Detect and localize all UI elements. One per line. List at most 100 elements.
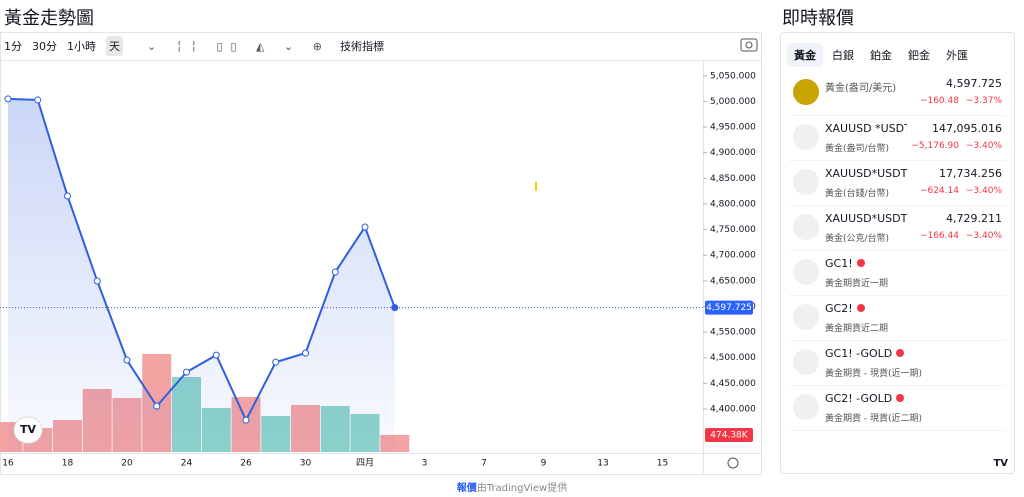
quote-row[interactable]: XAUUSD*USDTWD 黃金(台錢/台幣) 17,734.256 −624.14 …: [789, 161, 1006, 206]
quote-change: −5,176.90: [911, 141, 959, 151]
quote-sub: 黃金期貨近二期: [825, 324, 889, 334]
quote-pct: −3.40%: [965, 141, 1002, 151]
quote-row[interactable]: GC2! -GOLD 黃金期貨 - 現貨(近二期): [789, 386, 1006, 431]
tool-icons[interactable]: ⌄ ╎╎ ▯▯ ◭ ⌄ ⊕: [147, 39, 330, 53]
quote-pct: −3.40%: [965, 186, 1002, 196]
x-tick-label: 9: [541, 459, 547, 469]
quote-sub: 黃金期貨 - 現貨(近一期): [825, 369, 922, 379]
info-dot: [856, 304, 865, 312]
quote-change-wrap: −160.48 −3.37%: [920, 96, 1002, 106]
x-tick-label: 24: [181, 459, 193, 469]
quote-name: 黃金(盎司/美元): [825, 83, 897, 94]
quote-name: XAUUSD *USDTW: [825, 122, 907, 135]
point: [361, 223, 369, 231]
y-tick-label: 4,400.000: [710, 404, 756, 414]
quote-name: GC2! -GOLD: [825, 392, 905, 405]
y-tick-label: 4,750.000: [710, 225, 756, 235]
settings-icon[interactable]: [727, 457, 739, 469]
point: [331, 268, 339, 276]
footer: 報價由TradingView提供: [0, 479, 1024, 494]
quote-icon: [793, 214, 819, 240]
point: [242, 416, 250, 424]
volume-label: 474.38K: [710, 430, 748, 440]
point: [212, 351, 220, 359]
volume-label-box: [705, 427, 753, 442]
tab[interactable]: 外匯: [946, 49, 968, 62]
quote-change-wrap: −166.44 −3.40%: [920, 231, 1002, 241]
interval-button[interactable]: 1分: [4, 40, 22, 53]
quote-sub: 黃金(台錢/台幣): [825, 189, 890, 199]
tab[interactable]: 黃金: [787, 43, 823, 67]
quote-name: XAUUSD*USDTWD: [825, 167, 907, 180]
quote-row[interactable]: GC1! 黃金期貨近一期: [789, 251, 1006, 296]
chart-frame: [0, 32, 762, 475]
quote-change: −624.14: [919, 186, 959, 196]
quote-pct: −3.40%: [965, 231, 1002, 241]
tab[interactable]: 白銀: [832, 49, 854, 62]
y-tick-label: 4,950.000: [710, 123, 756, 133]
marker: [535, 182, 537, 191]
price-label: 4,597.725: [706, 303, 752, 313]
quote-row[interactable]: GC2! 黃金期貨近二期: [789, 296, 1006, 341]
quote-price: 17,734.256: [939, 167, 1002, 180]
tv-logo: TV: [993, 458, 1008, 469]
x-tick-label: 7: [481, 459, 487, 469]
x-tick-label: 16: [2, 459, 14, 469]
info-dot: [856, 259, 865, 267]
tab[interactable]: 鉑金: [870, 49, 892, 62]
quote-price: 147,095.016: [932, 122, 1002, 135]
x-tick-label: 18: [62, 459, 74, 469]
interval-button[interactable]: 1小時: [67, 40, 96, 53]
info-dot: [896, 349, 905, 357]
y-tick-label: 4,500.000: [710, 353, 756, 363]
y-tick-label: 4,900.000: [710, 148, 756, 158]
quote-change: −166.44: [919, 231, 959, 241]
quote-row[interactable]: XAUUSD *USDTW 黃金(盎司/台幣) 147,095.016 −5,176.…: [789, 116, 1006, 161]
line: [7, 97, 396, 423]
footer-link[interactable]: 報價: [456, 483, 477, 494]
quote-sub: 黃金期貨近一期: [825, 279, 889, 289]
quote-sub: 黃金(公克/台幣): [825, 234, 890, 244]
quote-change-wrap: −624.14 −3.40%: [920, 186, 1002, 196]
y-tick-label: 4,800.000: [710, 199, 756, 209]
quote-pct: −3.37%: [965, 96, 1002, 106]
quote-icon: [793, 349, 819, 375]
point: [4, 95, 12, 103]
quotes-panel: 黃金 白銀 鉑金 鈀金 外匯黃金(盎司/美元) 4,597.725 −160.48 −3.3…: [780, 32, 1015, 474]
quote-icon: [793, 304, 819, 330]
x-tick-label: 3: [422, 459, 428, 469]
interval-button[interactable]: 30分: [32, 40, 57, 53]
point: [302, 349, 309, 357]
camera-lens: [745, 41, 753, 49]
x-tick-label: 四月: [356, 458, 374, 469]
y-tick-label: 4,700.000: [710, 251, 756, 261]
tab[interactable]: 鈀金: [908, 49, 930, 62]
interval-button[interactable]: 天: [106, 36, 123, 56]
quote-change: −160.48: [919, 96, 959, 106]
quote-name: GC1! -GOLD: [825, 347, 905, 360]
quote-list: 黃金(盎司/美元) 4,597.725 −160.48 −3.37% XAUUSD *…: [781, 71, 1014, 431]
quote-row[interactable]: XAUUSD*USDTWD 黃金(公克/台幣) 4,729.211 −166.44 −…: [789, 206, 1006, 251]
tv-badge-logo: TV: [20, 423, 37, 436]
camera-icon[interactable]: [740, 38, 758, 52]
quote-row[interactable]: GC1! -GOLD 黃金期貨 - 現貨(近一期): [789, 341, 1006, 386]
chart-title: 黃金走勢圖: [4, 8, 94, 29]
quote-icon: [793, 79, 819, 105]
quote-icon: [793, 259, 819, 285]
x-tick-label: 26: [240, 459, 252, 469]
quote-row[interactable]: 黃金(盎司/美元) 4,597.725 −160.48 −3.37%: [789, 71, 1006, 116]
x-tick-label: 15: [657, 459, 668, 469]
quote-icon: [793, 124, 819, 150]
indicators-button[interactable]: 技術指標: [339, 40, 384, 53]
footer-text: 由TradingView提供: [476, 483, 568, 494]
chart: 5,050.000 5,000.000 4,950.000 4,900.000 4,85…: [0, 32, 762, 475]
quote-change-wrap: −5,176.90 −3.40%: [911, 141, 1002, 151]
quote-name: XAUUSD*USDTWD: [825, 212, 907, 225]
y-tick-label: 5,050.000: [710, 71, 756, 81]
quote-name: GC1!: [825, 257, 865, 270]
point: [183, 368, 190, 376]
point: [64, 192, 71, 200]
point: [272, 358, 280, 366]
point: [391, 304, 399, 312]
